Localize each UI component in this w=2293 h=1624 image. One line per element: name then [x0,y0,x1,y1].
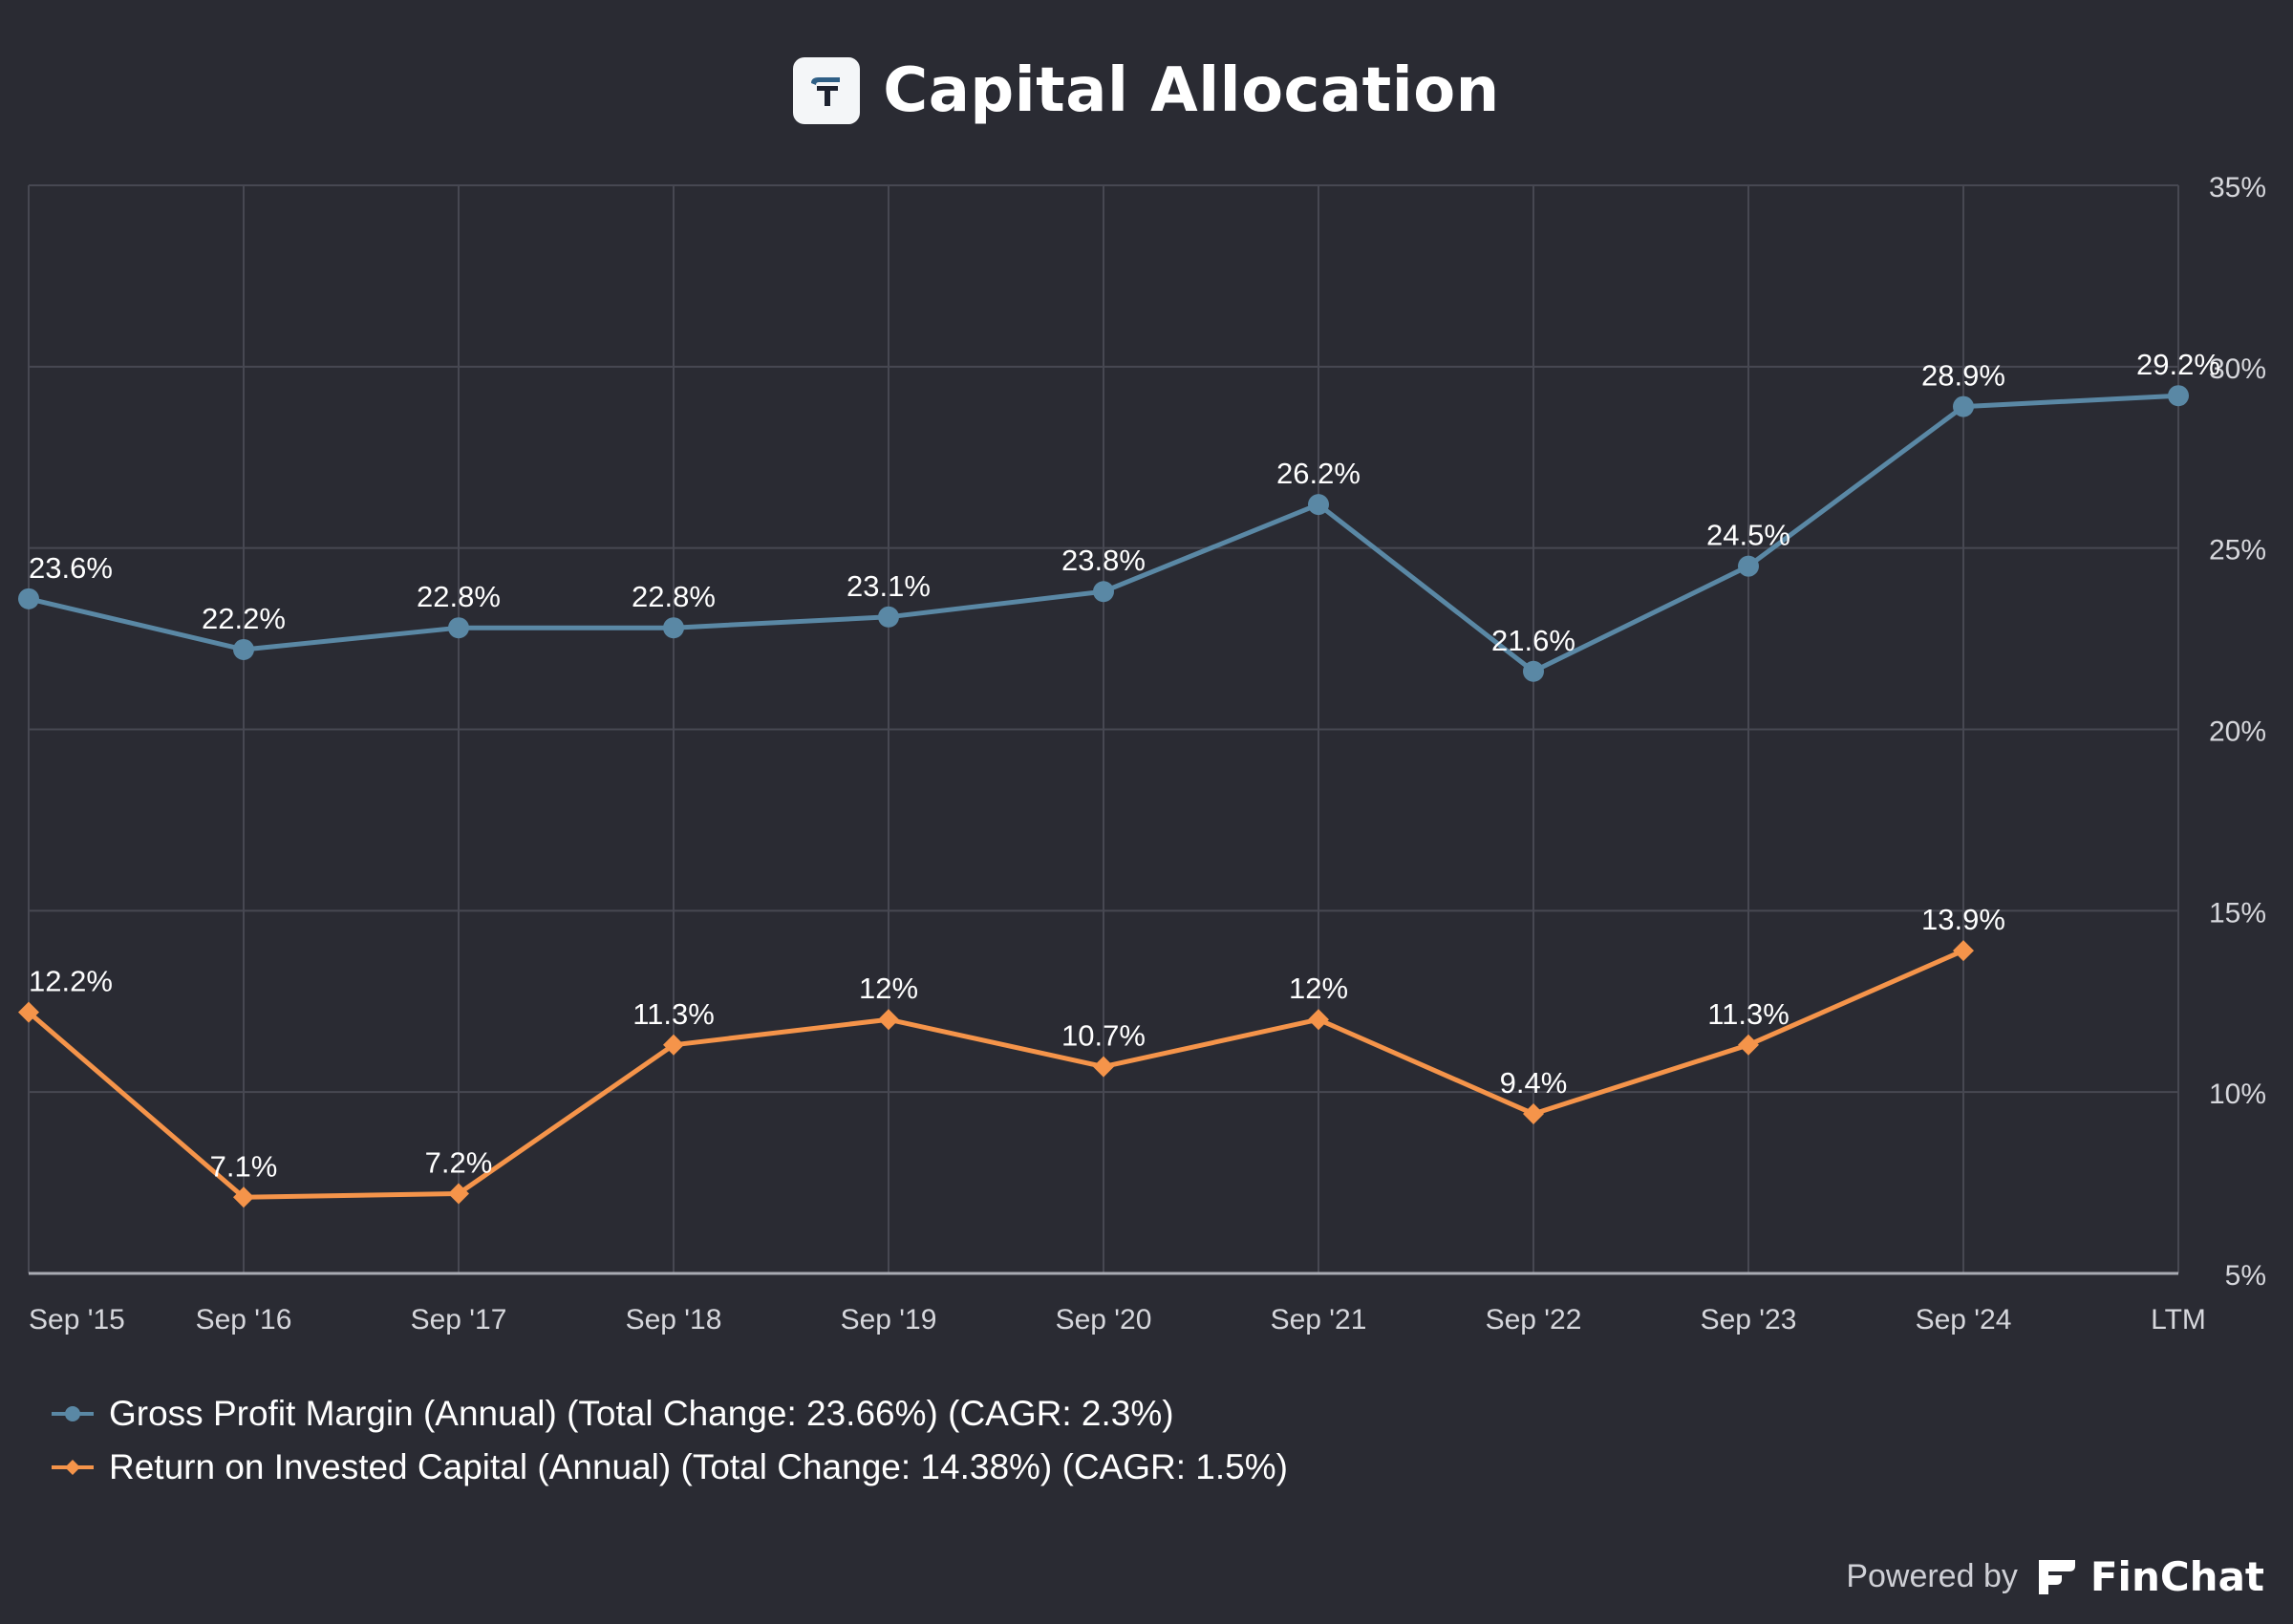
data-point [18,1001,39,1023]
y-tick-label: 35% [2209,172,2266,203]
series-line [27,948,1965,1200]
data-point [878,606,899,628]
legend-marker-diamond-icon [52,1460,94,1475]
data-point [1953,940,1974,962]
data-label: 12% [1289,972,1348,1005]
x-tick-label: Sep '24 [1916,1304,2012,1336]
legend-label: Gross Profit Margin (Annual) (Total Chan… [109,1394,1174,1433]
y-tick-label: 25% [2209,535,2266,566]
data-point [233,1186,254,1208]
data-point [1523,1102,1544,1124]
powered-by-footer: Powered by FinChat [1846,1548,2264,1605]
series-return-on-invested-capital: 12.2% 7.1% 7.2% 11.3% 12% 10.7% 12% 9.4% 11.3% 13… [18,903,2005,1208]
x-tick-label: Sep '17 [411,1304,507,1336]
axes: 5% 10% 15% 20% 25% 30% 35% Sep '15 Sep '16 Sep '1… [29,172,2266,1336]
x-tick-label: Sep '21 [1271,1304,1367,1336]
data-label: 22.8% [632,580,716,613]
x-tick-label: Sep '15 [29,1304,125,1336]
data-point [1308,494,1329,516]
legend-label: Return on Invested Capital (Annual) (Tot… [109,1447,1288,1486]
data-label: 7.2% [425,1145,493,1179]
chart-header: Capital Allocation [0,48,2293,134]
data-label: 28.9% [1921,359,2005,393]
data-label: 29.2% [2136,348,2220,381]
data-label: 26.2% [1276,457,1361,490]
data-point [1093,581,1114,603]
chart-title: Capital Allocation [883,55,1500,126]
line-chart: 5% 10% 15% 20% 25% 30% 35% Sep '15 Sep '16 Sep '1… [18,172,2266,1336]
legend-item-gross-profit-margin[interactable]: Gross Profit Margin (Annual) (Total Chan… [50,1387,1288,1441]
data-label: 9.4% [1500,1066,1568,1100]
data-label: 11.3% [632,997,715,1031]
data-point [878,1009,899,1031]
y-tick-label: 30% [2209,353,2266,385]
x-tick-label: Sep '19 [841,1304,937,1336]
x-tick-label: Sep '16 [196,1304,292,1336]
data-point [1523,660,1544,682]
data-point [1308,1009,1329,1031]
data-point [663,1034,684,1056]
data-label: 11.3% [1707,997,1789,1031]
data-point [18,588,39,609]
data-label: 7.1% [210,1149,278,1183]
data-label: 22.8% [417,580,501,613]
data-label: 10.7% [1061,1019,1146,1053]
data-point [1953,395,1974,417]
gridlines [28,184,2179,1273]
x-tick-label: Sep '20 [1056,1304,1152,1336]
data-point [1093,1056,1114,1078]
chart-legend: Gross Profit Margin (Annual) (Total Chan… [50,1387,1288,1494]
finchat-logo-icon [2038,1560,2075,1594]
data-point [1738,555,1759,577]
data-point [2168,385,2189,407]
x-tick-label: Sep '23 [1701,1304,1797,1336]
tikr-logo-icon [793,57,861,124]
data-label: 23.1% [846,569,931,603]
y-tick-label: 15% [2209,897,2266,929]
data-point [448,1183,469,1205]
data-label: 12.2% [29,965,113,998]
y-tick-label: 5% [2225,1260,2266,1292]
x-tick-label: Sep '22 [1486,1304,1582,1336]
data-label: 13.9% [1921,903,2005,936]
data-label: 23.6% [29,551,113,585]
y-tick-label: 10% [2209,1079,2266,1110]
x-tick-label: Sep '18 [626,1304,722,1336]
powered-by-text: Powered by [1846,1557,2018,1594]
data-point [448,617,469,639]
y-tick-label: 20% [2209,716,2266,748]
data-point [1738,1034,1759,1056]
legend-item-return-on-invested-capital[interactable]: Return on Invested Capital (Annual) (Tot… [50,1441,1288,1494]
data-label: 23.8% [1061,544,1146,577]
series: 23.6% 22.2% 22.8% 22.8% 23.1% 23.8% 26.2% 21.6%… [18,348,2220,1208]
data-label: 12% [859,972,918,1005]
finchat-brand[interactable]: FinChat [2089,1552,2264,1600]
legend-marker-circle-icon [52,1406,94,1421]
data-label: 22.2% [202,602,286,635]
data-point [663,617,684,639]
x-tick-label: LTM [2151,1304,2206,1336]
series-gross-profit-margin: 23.6% 22.2% 22.8% 22.8% 23.1% 23.8% 26.2% 21.6%… [18,348,2220,682]
data-label: 21.6% [1491,624,1575,657]
data-label: 24.5% [1706,519,1790,552]
data-point [233,638,254,660]
